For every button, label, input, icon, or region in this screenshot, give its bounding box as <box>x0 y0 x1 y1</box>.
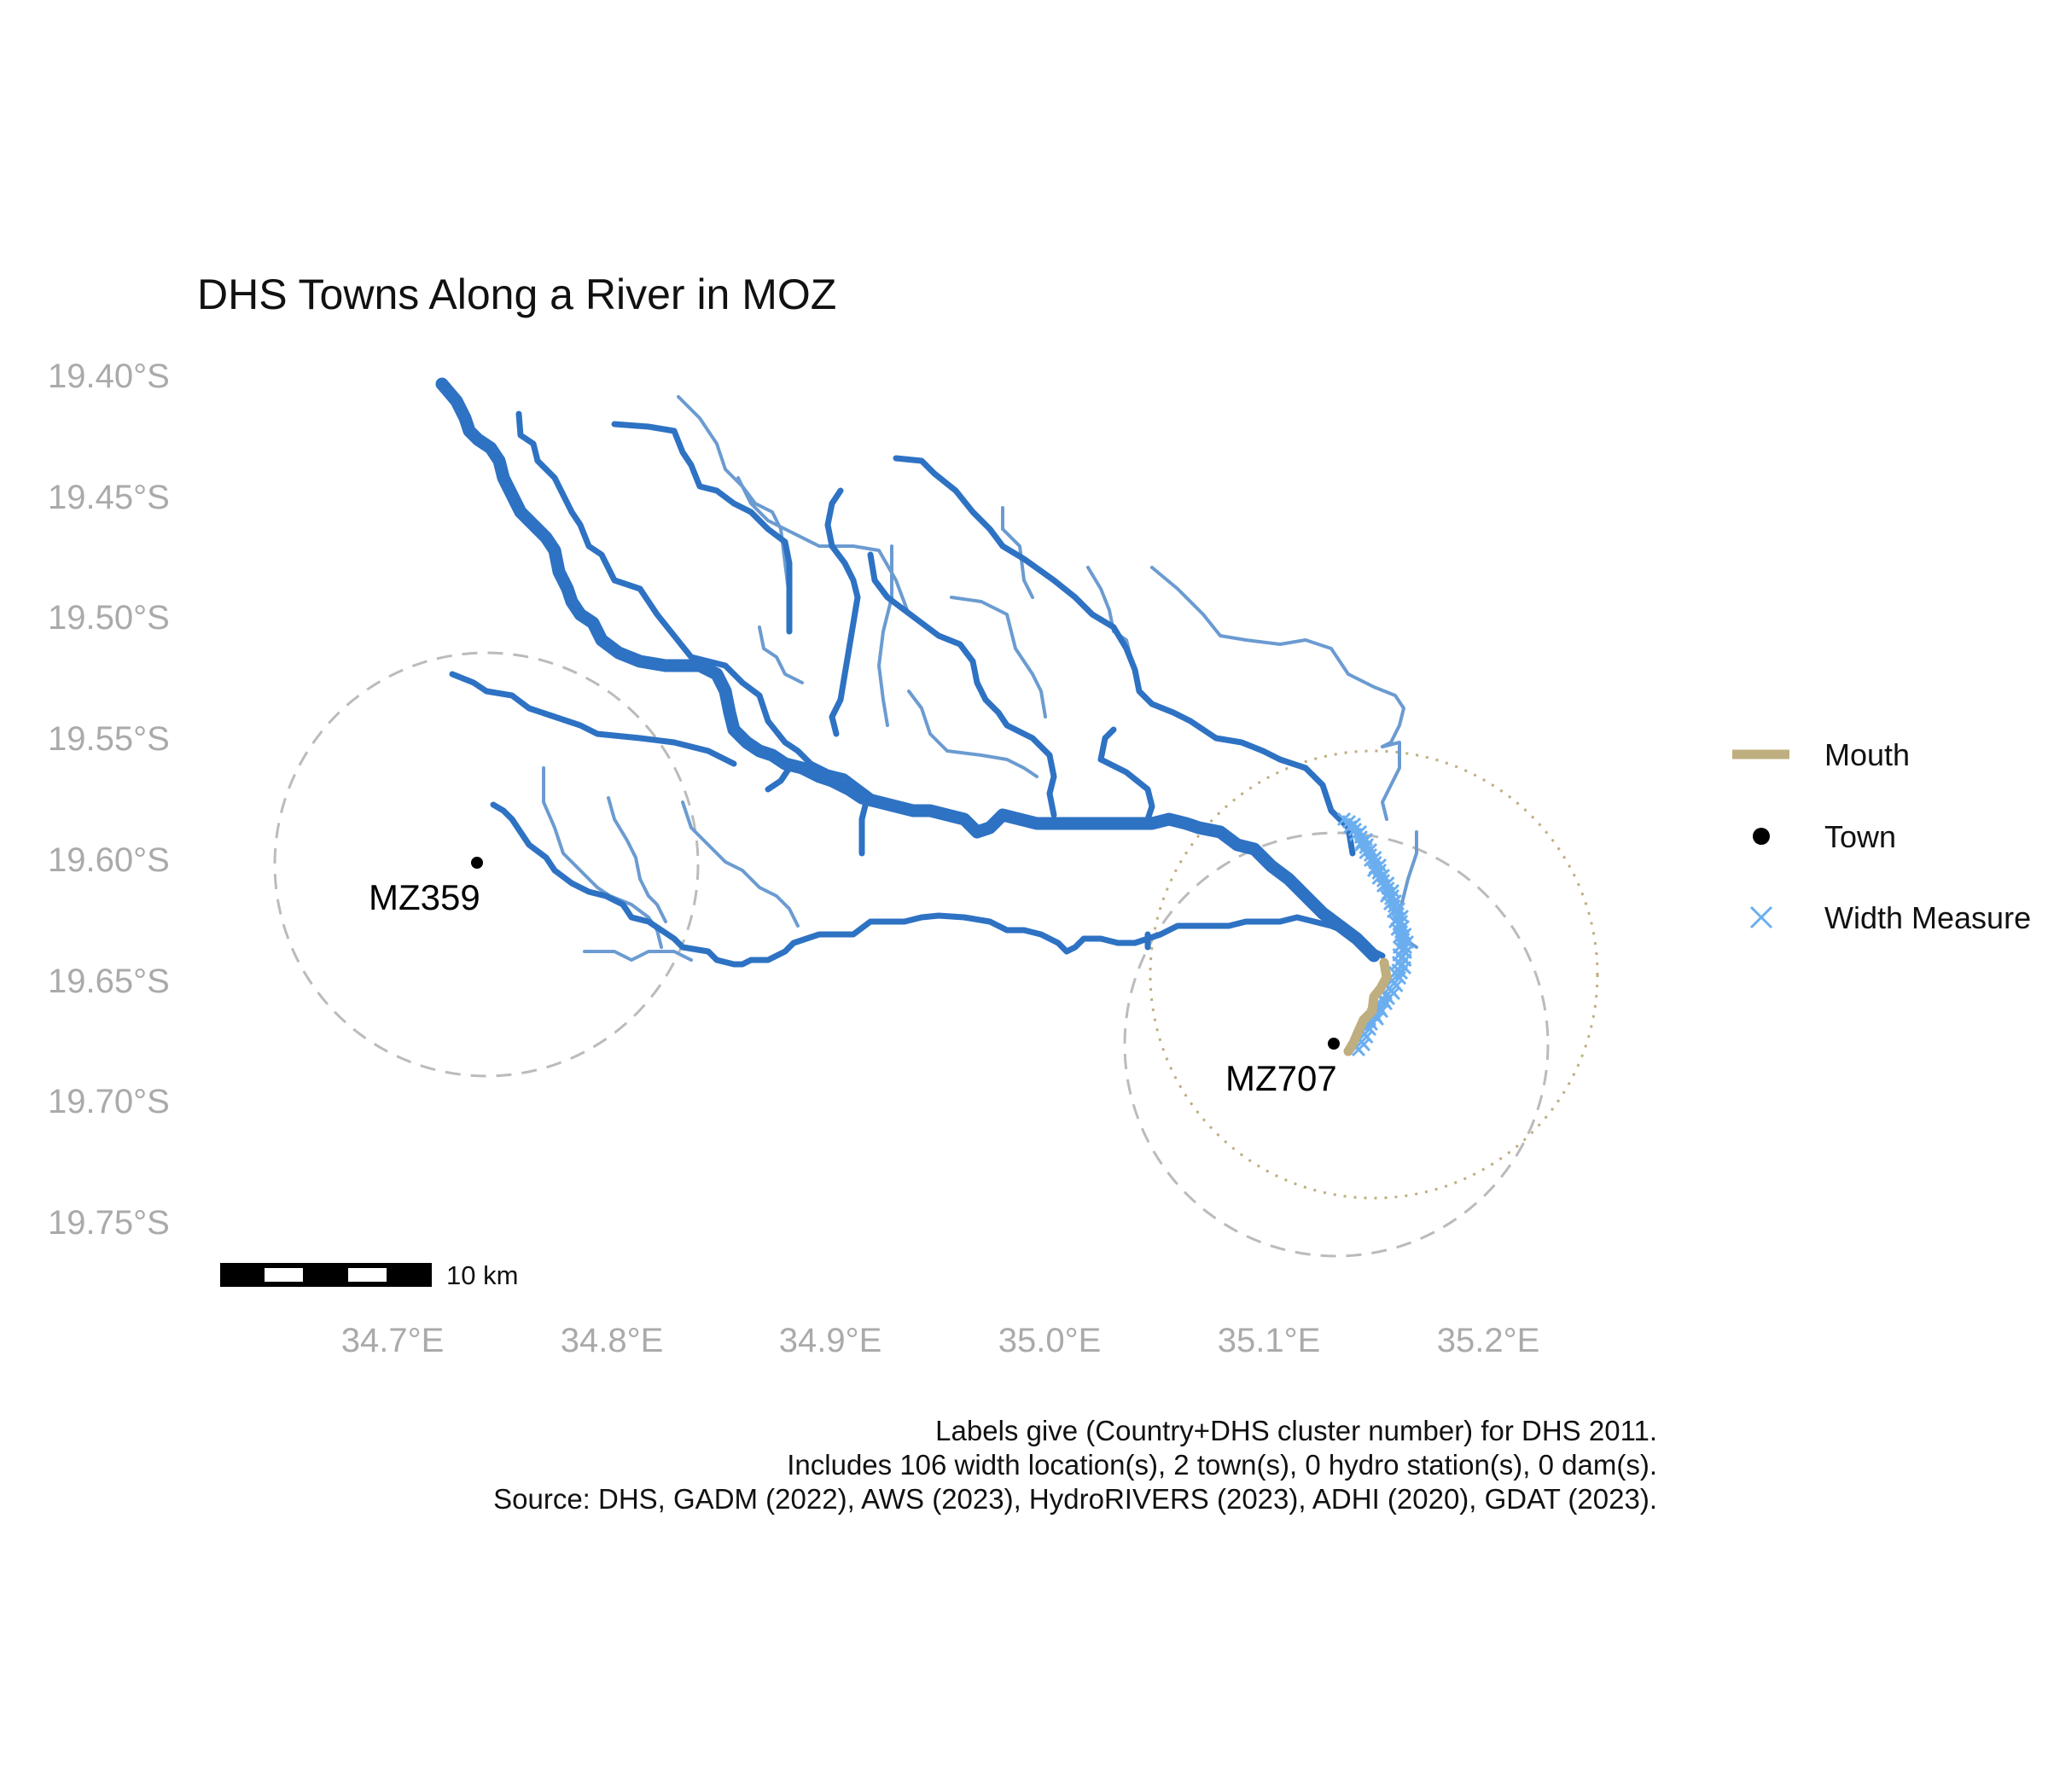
scale-bar-outline <box>220 1263 432 1287</box>
river-segment <box>765 765 793 793</box>
town-label: MZ359 <box>369 877 480 917</box>
caption: Labels give (Country+DHS cluster number)… <box>493 1415 1657 1515</box>
town-buffer-circle <box>1123 831 1550 1258</box>
legend-label: Mouth <box>1824 737 1910 772</box>
scale-bar-segment <box>265 1268 303 1282</box>
width-measures <box>1336 812 1415 1057</box>
river-mouth <box>1343 957 1392 1056</box>
y-tick-label: 19.50°S <box>48 599 170 637</box>
map-title: DHS Towns Along a River in MOZ <box>197 271 836 318</box>
legend-label: Town <box>1824 819 1896 854</box>
x-tick-label: 35.1°E <box>1218 1322 1321 1359</box>
river-segment <box>867 551 1057 818</box>
river-segment <box>877 544 893 727</box>
town-buffer-circle <box>273 651 700 1078</box>
river-segment <box>490 801 1386 968</box>
buffer-circles <box>273 651 1599 1258</box>
river-segment <box>681 800 800 928</box>
scale-bar-label: 10 km <box>446 1260 518 1290</box>
river-segment <box>824 487 861 737</box>
x-tick-label: 34.7°E <box>341 1322 445 1359</box>
river-segment <box>1150 566 1405 748</box>
river-segment <box>607 796 667 923</box>
main-river-trunk <box>435 377 1381 963</box>
width-measure-marker <box>1347 822 1363 837</box>
x-axis: 34.7°E 34.8°E 34.9°E 35.0°E 35.1°E 35.2°… <box>341 1322 1540 1359</box>
width-measure-marker <box>1348 827 1364 842</box>
scale-bar: 10 km <box>220 1260 518 1290</box>
town-marker <box>471 857 483 869</box>
legend-label: Width Measure <box>1824 900 2031 935</box>
width-measure-marker <box>1341 814 1357 829</box>
width-measure-marker <box>1351 1042 1366 1057</box>
river-segment <box>1097 726 1155 823</box>
width-measure-marker <box>1366 863 1382 878</box>
town-marker <box>1328 1038 1340 1050</box>
width-measure-marker <box>1336 812 1352 827</box>
y-axis: 19.40°S 19.45°S 19.50°S 19.55°S 19.60°S … <box>48 358 170 1242</box>
river-segment <box>611 421 793 635</box>
minor-rivers <box>542 395 1418 962</box>
width-measure-marker <box>1363 852 1378 868</box>
river-segment <box>583 950 693 962</box>
scale-bar-segment <box>348 1268 387 1282</box>
river-segment <box>1381 741 1401 821</box>
width-measure-marker <box>1342 819 1358 835</box>
x-tick-label: 35.2°E <box>1437 1322 1540 1359</box>
river-segment <box>449 671 737 767</box>
width-measure-marker <box>1376 878 1391 893</box>
y-tick-label: 19.45°S <box>48 479 170 516</box>
river-segment <box>950 596 1047 719</box>
x-tick-label: 35.0°E <box>998 1322 1102 1359</box>
width-measure-marker <box>1359 845 1373 860</box>
river-segment <box>907 689 1039 778</box>
river-segment <box>1086 566 1132 659</box>
legend-key-town <box>1753 828 1770 845</box>
caption-line: Labels give (Country+DHS cluster number)… <box>935 1415 1657 1446</box>
width-measure-marker <box>1371 870 1386 886</box>
legend: Mouth Town Width Measure <box>1732 737 2031 935</box>
width-measure-marker <box>1376 873 1391 888</box>
towns: MZ359 MZ707 <box>369 857 1340 1098</box>
y-tick-label: 19.75°S <box>48 1204 170 1242</box>
y-tick-label: 19.55°S <box>48 720 170 758</box>
town-label: MZ707 <box>1225 1058 1337 1098</box>
width-measure-marker <box>1353 837 1369 852</box>
width-measure-marker <box>1359 840 1373 855</box>
river-segment <box>1001 506 1034 599</box>
caption-line: Includes 106 width location(s), 2 town(s… <box>787 1449 1657 1481</box>
width-measure-marker <box>1371 865 1386 881</box>
legend-key-width-measure <box>1749 905 1773 929</box>
caption-line: Source: DHS, GADM (2022), AWS (2023), Hy… <box>493 1483 1657 1515</box>
river-segment <box>515 410 882 806</box>
x-tick-label: 34.8°E <box>561 1322 664 1359</box>
river-segment <box>758 625 804 684</box>
y-tick-label: 19.60°S <box>48 841 170 879</box>
width-measure-marker <box>1363 847 1378 863</box>
river-segment <box>893 455 1356 857</box>
river-segment <box>677 395 791 599</box>
main-rivers <box>435 377 1386 968</box>
y-tick-label: 19.40°S <box>48 358 170 395</box>
x-tick-label: 34.9°E <box>779 1322 882 1359</box>
y-tick-label: 19.65°S <box>48 963 170 1000</box>
y-tick-label: 19.70°S <box>48 1083 170 1120</box>
river-segment <box>858 799 870 857</box>
mouth-buffer-circle <box>1149 749 1599 1200</box>
